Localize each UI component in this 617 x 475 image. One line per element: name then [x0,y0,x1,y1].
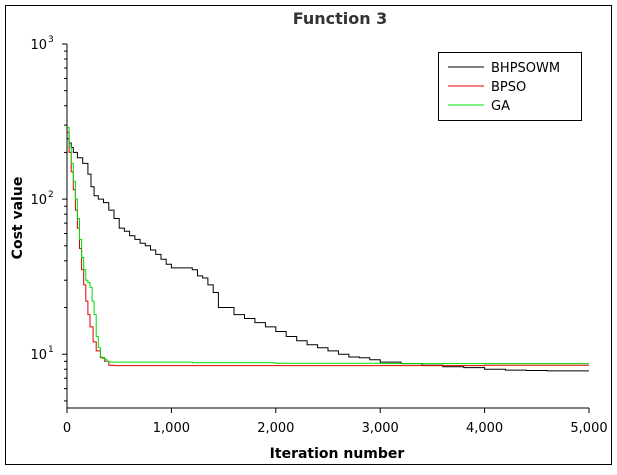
y-axis-label: Cost value [10,177,26,260]
series-line-bhpsowm [67,138,589,372]
y-tick-label: 10 [30,38,47,53]
y-tick-exponent: 2 [48,190,54,200]
x-tick-label: 5,000 [570,421,607,436]
x-axis-label: Iteration number [270,446,405,462]
legend: BHPSOWM BPSO GA [438,52,582,121]
y-tick-label: 10 [30,348,47,363]
series-line-bpso [67,131,589,367]
y-tick-base: 10 [30,38,47,53]
y-tick-exponent: 1 [48,345,54,355]
y-tick-label: 10 [30,193,47,208]
y-tick-base: 10 [30,193,47,208]
series-lines [67,126,589,372]
y-tick-base: 10 [30,348,47,363]
plot-axes [66,44,589,409]
legend-label: BPSO [491,80,526,95]
x-tick-label: 2,000 [257,421,294,436]
legend-label: GA [491,99,510,114]
legend-label: BHPSOWM [491,61,560,76]
x-axis-ticks: 0 1,000 2,000 3,000 4,000 5,000 [63,408,608,436]
x-tick-label: 1,000 [153,421,190,436]
series-line-ga [67,126,589,365]
y-tick-exponent: 3 [48,35,54,45]
x-tick-label: 0 [63,421,71,436]
x-tick-label: 4,000 [466,421,503,436]
x-tick-label: 3,000 [362,421,399,436]
chart-title: Function 3 [293,9,388,28]
